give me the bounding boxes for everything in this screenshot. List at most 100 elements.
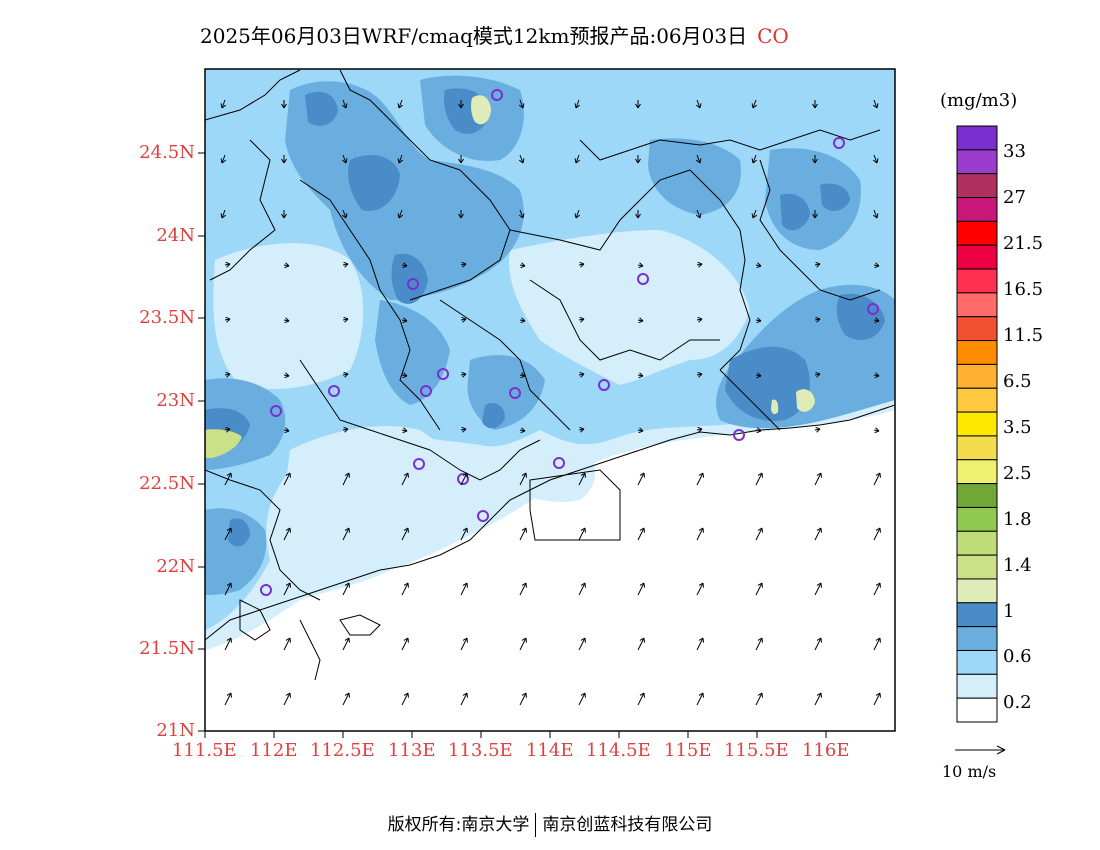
wind-arrow-head	[874, 430, 880, 434]
colorbar-swatch	[956, 173, 998, 199]
wind-arrow-head	[751, 103, 754, 109]
wind-arrow-head	[699, 103, 702, 109]
wind-arrow	[696, 472, 704, 486]
footer-credits: 版权所有:南京大学 南京创蓝科技有限公司	[0, 810, 1100, 837]
wind-arrow-head	[574, 103, 577, 109]
station-marker	[270, 405, 282, 417]
wind-arrow-head	[221, 104, 227, 109]
wind-arrow-head	[344, 472, 350, 476]
wind-arrow-head	[521, 472, 527, 476]
wind-arrow-head	[635, 103, 639, 109]
wind-arrow	[873, 582, 881, 596]
wind-arrow	[696, 692, 704, 706]
wind-arrow	[814, 527, 822, 541]
colorbar-swatch	[956, 459, 998, 485]
lon-label: 112.5E	[310, 740, 375, 761]
wind-arrow-head	[284, 375, 290, 379]
wind-arrow-head	[580, 263, 585, 268]
colorbar-swatch	[956, 149, 998, 175]
wind-arrow-head	[816, 318, 821, 323]
station-marker	[477, 510, 489, 522]
wind-arrow-head	[462, 582, 468, 586]
wind-arrow-head	[226, 472, 232, 476]
wind-arrow	[224, 637, 232, 651]
wind-reference-label: 10 m/s	[942, 762, 997, 781]
wind-arrow-head	[403, 427, 408, 432]
wind-arrow	[696, 637, 704, 651]
wind-arrow	[755, 637, 763, 651]
wind-arrow-head	[816, 472, 822, 476]
wind-arrow	[696, 582, 704, 596]
wind-arrow-head	[875, 372, 880, 377]
wind-arrow	[460, 582, 468, 596]
wind-arrow-head	[697, 316, 703, 320]
wind-arrow-head	[757, 637, 763, 641]
wind-arrow	[401, 582, 409, 596]
wind-arrow-head	[403, 317, 408, 322]
wind-arrow	[578, 582, 586, 596]
wind-arrow	[224, 472, 232, 486]
wind-arrow-head	[580, 692, 586, 696]
wind-arrow-head	[518, 159, 524, 164]
wind-arrow-head	[580, 527, 586, 531]
wind-arrow-head	[225, 316, 231, 320]
wind-arrow	[814, 582, 822, 596]
wind-vectors	[220, 99, 881, 706]
wind-reference-arrow	[955, 745, 1006, 755]
wind-arrow-head	[698, 318, 703, 323]
wind-arrow-head	[639, 692, 645, 696]
wind-arrow-head	[872, 214, 878, 219]
wind-arrow-head	[876, 103, 879, 109]
wind-arrow-head	[402, 375, 408, 379]
colorbar-swatch	[956, 530, 998, 556]
wind-arrow-head	[226, 527, 232, 531]
wind-arrow	[519, 637, 527, 651]
wind-arrow-head	[697, 371, 703, 375]
concentration-field	[205, 69, 895, 731]
wind-arrow	[460, 472, 468, 486]
lat-label: 22.5N	[139, 473, 195, 494]
wind-arrow-head	[283, 158, 287, 164]
wind-arrow-head	[284, 320, 290, 324]
wind-arrow-head	[343, 371, 349, 375]
wind-arrow	[342, 527, 350, 541]
wind-arrow-head	[460, 213, 464, 219]
wind-arrow	[873, 692, 881, 706]
colorbar-label: 11.5	[1003, 325, 1044, 346]
wind-arrow-head	[462, 472, 468, 476]
wind-arrow-head	[520, 430, 526, 434]
station-marker	[420, 385, 432, 397]
wind-arrow	[221, 154, 226, 164]
wind-arrow-head	[875, 262, 880, 267]
wind-arrow-head	[635, 213, 639, 219]
wind-arrow-head	[461, 371, 467, 375]
wind-arrow	[755, 527, 763, 541]
lon-label: 114E	[526, 740, 574, 761]
wind-arrow-head	[579, 316, 585, 320]
wind-arrow-head	[698, 582, 704, 586]
wind-arrow-head	[341, 159, 347, 164]
wind-arrow-head	[698, 263, 703, 268]
wind-arrow-head	[522, 158, 525, 164]
wind-arrow	[401, 527, 409, 541]
wind-arrow	[283, 692, 291, 706]
wind-arrow-head	[580, 428, 585, 433]
lat-label: 23N	[156, 390, 195, 411]
wind-arrow	[519, 582, 527, 596]
wind-arrow-head	[699, 158, 702, 164]
wind-arrow	[873, 527, 881, 541]
wind-arrow	[637, 637, 645, 651]
wind-arrow-head	[757, 472, 763, 476]
colorbar-swatch	[956, 316, 998, 342]
wind-arrow-head	[756, 320, 762, 324]
lon-label: 115.5E	[724, 740, 789, 761]
colorbar-swatch	[956, 387, 998, 413]
wind-arrow-head	[220, 158, 223, 164]
colorbar-swatch	[956, 197, 998, 222]
station-marker	[598, 379, 610, 391]
wind-arrow-head	[695, 104, 701, 109]
wind-arrow-head	[225, 426, 231, 430]
lon-label: 114.5E	[586, 740, 651, 761]
wind-arrow	[578, 472, 586, 486]
wind-arrow-head	[285, 582, 291, 586]
